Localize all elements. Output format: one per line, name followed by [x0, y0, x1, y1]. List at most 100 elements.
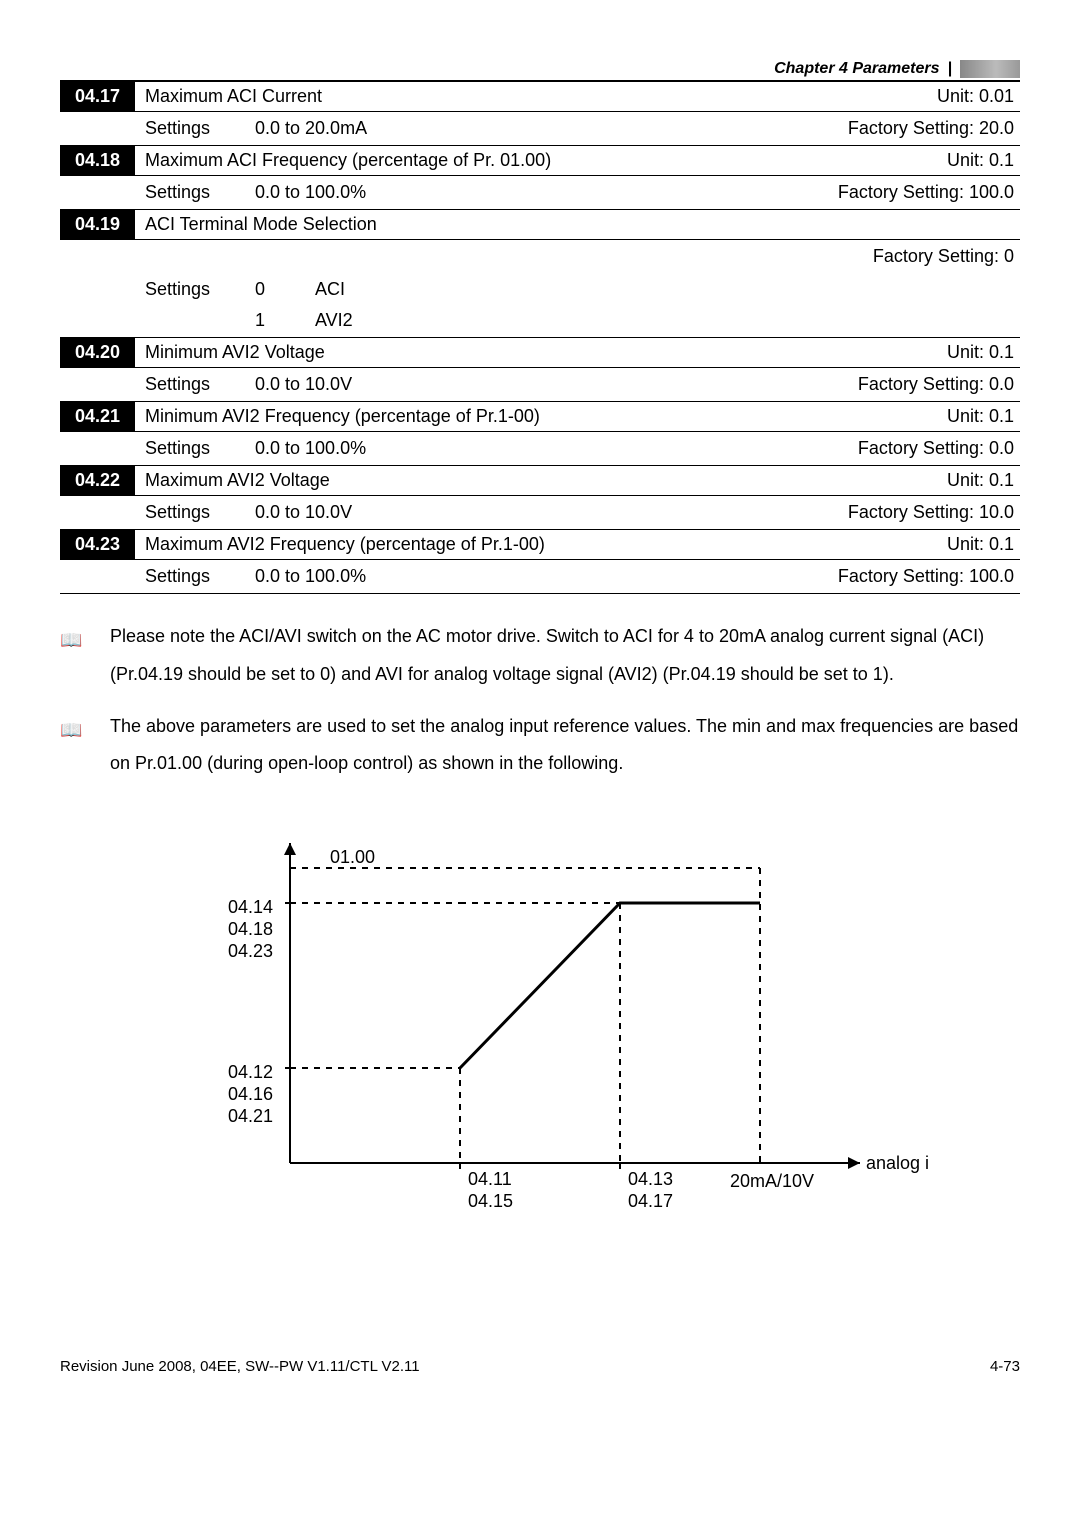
svg-text:04.21: 04.21 [228, 1106, 273, 1126]
parameter-title: Maximum ACI Frequency (percentage of Pr.… [135, 146, 1020, 175]
svg-text:04.13: 04.13 [628, 1169, 673, 1189]
option-row: 1 AVI2 [255, 310, 1014, 331]
page-footer: Revision June 2008, 04EE, SW--PW V1.11/C… [60, 1358, 1020, 1375]
parameter-title: Maximum ACI Current Unit: 0.01 [135, 82, 1020, 111]
parameter-name: Maximum AVI2 Voltage [145, 470, 330, 491]
parameter-name: Minimum AVI2 Frequency (percentage of Pr… [145, 406, 540, 427]
settings-label: Settings [135, 279, 255, 300]
parameter-title: ACI Terminal Mode Selection [135, 210, 1020, 239]
note-item: 📖 Please note the ACI/AVI switch on the A… [60, 618, 1020, 694]
analog-input-diagram: 01.0004.1404.1804.2304.1204.1604.2104.11… [170, 813, 1020, 1218]
svg-text:04.12: 04.12 [228, 1062, 273, 1082]
parameter-settings-row: Settings0.0 to 100.0%Factory Setting: 0.… [60, 432, 1020, 466]
parameter-settings-row: Settings0.0 to 10.0VFactory Setting: 10.… [60, 496, 1020, 530]
factory-setting: Factory Setting: 20.0 [848, 118, 1020, 139]
parameter-unit: Unit: 0.1 [947, 470, 1014, 491]
header-sep: | [948, 60, 952, 78]
parameter-title: Maximum AVI2 Voltage Unit: 0.1 [135, 466, 1020, 495]
svg-text:04.16: 04.16 [228, 1084, 273, 1104]
footer-page-number: 4-73 [990, 1358, 1020, 1375]
note-text: The above parameters are used to set the… [110, 708, 1020, 784]
settings-range: 0.0 to 100.0% [255, 438, 858, 459]
option-row: 0 ACI [255, 279, 1014, 300]
option-label: AVI2 [315, 310, 353, 331]
settings-range: 0.0 to 100.0% [255, 566, 838, 587]
option-list: 0 ACI 1 AVI2 [255, 279, 1014, 331]
settings-label: Settings [135, 438, 255, 459]
diagram-svg: 01.0004.1404.1804.2304.1204.1604.2104.11… [170, 813, 930, 1213]
factory-setting: Factory Setting: 10.0 [848, 502, 1020, 523]
parameter-settings-row: Settings0.0 to 20.0mAFactory Setting: 20… [60, 112, 1020, 146]
factory-setting: Factory Setting: 100.0 [838, 566, 1020, 587]
parameter-title: Maximum AVI2 Frequency (percentage of Pr… [135, 530, 1020, 559]
settings-label: Settings [135, 566, 255, 587]
parameter-header-row: 04.18 Maximum ACI Frequency (percentage o… [60, 146, 1020, 176]
factory-setting: Factory Setting: 0.0 [858, 438, 1020, 459]
page-header: Chapter 4 Parameters | [60, 60, 1020, 82]
parameter-title: Minimum AVI2 VoltageUnit: 0.1 [135, 338, 1020, 367]
settings-range: 0.0 to 10.0V [255, 502, 848, 523]
parameter-block: 04.19 ACI Terminal Mode Selection Factory … [60, 210, 1020, 338]
parameter-code: 04.22 [60, 466, 135, 495]
parameter-code: 04.19 [60, 210, 135, 239]
parameter-name: Maximum ACI Current [145, 86, 322, 107]
settings-label: Settings [135, 374, 255, 395]
settings-label: Settings [135, 118, 255, 139]
parameter-name: Maximum ACI Frequency (percentage of Pr.… [145, 150, 551, 171]
svg-text:04.15: 04.15 [468, 1191, 513, 1211]
parameter-code: 04.23 [60, 530, 135, 559]
parameter-settings-row: Settings0.0 to 10.0VFactory Setting: 0.0 [60, 368, 1020, 402]
parameter-block: 04.20Minimum AVI2 VoltageUnit: 0.1Settin… [60, 338, 1020, 402]
parameter-code: 04.17 [60, 82, 135, 111]
parameter-header-row: 04.22 Maximum AVI2 Voltage Unit: 0.1 [60, 466, 1020, 496]
parameter-block: 04.22 Maximum AVI2 Voltage Unit: 0.1 Settin… [60, 466, 1020, 530]
footer-revision: Revision June 2008, 04EE, SW--PW V1.11/C… [60, 1358, 420, 1375]
parameter-unit: Unit: 0.1 [947, 534, 1014, 555]
factory-setting: Factory Setting: 100.0 [838, 182, 1020, 203]
parameter-code: 04.20 [60, 338, 135, 367]
parameter-header-row: 04.23 Maximum AVI2 Frequency (percentage … [60, 530, 1020, 560]
parameter-unit: Unit: 0.1 [947, 342, 1014, 363]
svg-text:04.18: 04.18 [228, 919, 273, 939]
note-item: 📖 The above parameters are used to set th… [60, 708, 1020, 784]
chapter-label: Chapter 4 Parameters [774, 60, 939, 78]
parameter-header-row: 04.20Minimum AVI2 VoltageUnit: 0.1 [60, 338, 1020, 368]
factory-setting: Factory Setting: 0 [873, 246, 1020, 267]
parameter-header-row: 04.19 ACI Terminal Mode Selection [60, 210, 1020, 240]
parameter-unit: Unit: 0.1 [947, 406, 1014, 427]
parameter-settings-row: Settings0.0 to 100.0%Factory Setting: 10… [60, 560, 1020, 594]
settings-label: Settings [135, 182, 255, 203]
parameter-settings-row: Settings0.0 to 100.0%Factory Setting: 10… [60, 176, 1020, 210]
parameter-block: 04.18 Maximum ACI Frequency (percentage o… [60, 146, 1020, 210]
option-number: 1 [255, 310, 275, 331]
settings-range: 0.0 to 100.0% [255, 182, 838, 203]
parameter-name: Maximum AVI2 Frequency (percentage of Pr… [145, 534, 545, 555]
parameter-block: 04.21Minimum AVI2 Frequency (percentage … [60, 402, 1020, 466]
parameter-list: 04.17 Maximum ACI Current Unit: 0.01 Settin… [60, 82, 1020, 594]
parameter-unit: Unit: 0.01 [937, 86, 1014, 107]
parameter-header-row: 04.21Minimum AVI2 Frequency (percentage … [60, 402, 1020, 432]
factory-setting: Factory Setting: 0.0 [858, 374, 1020, 395]
parameter-name: ACI Terminal Mode Selection [145, 214, 377, 235]
parameter-block: 04.17 Maximum ACI Current Unit: 0.01 Settin… [60, 82, 1020, 146]
book-icon: 📖 [60, 618, 82, 694]
notes-section: 📖 Please note the ACI/AVI switch on the A… [60, 618, 1020, 783]
parameter-code: 04.18 [60, 146, 135, 175]
settings-range: 0.0 to 10.0V [255, 374, 858, 395]
parameter-settings-row: Settings0 ACI 1 AVI2 [60, 273, 1020, 338]
svg-text:01.00: 01.00 [330, 847, 375, 867]
parameter-unit: Unit: 0.1 [947, 150, 1014, 171]
svg-text:04.14: 04.14 [228, 897, 273, 917]
svg-text:04.17: 04.17 [628, 1191, 673, 1211]
svg-text:04.23: 04.23 [228, 941, 273, 961]
brand-logo [960, 60, 1020, 78]
factory-setting-row: Factory Setting: 0 [60, 240, 1020, 273]
svg-text:20mA/10V: 20mA/10V [730, 1171, 814, 1191]
svg-text:analog input: analog input [866, 1153, 930, 1173]
option-label: ACI [315, 279, 345, 300]
note-text: Please note the ACI/AVI switch on the AC… [110, 618, 1020, 694]
option-number: 0 [255, 279, 275, 300]
book-icon: 📖 [60, 708, 82, 784]
settings-range: 0.0 to 20.0mA [255, 118, 848, 139]
parameter-title: Minimum AVI2 Frequency (percentage of Pr… [135, 402, 1020, 431]
